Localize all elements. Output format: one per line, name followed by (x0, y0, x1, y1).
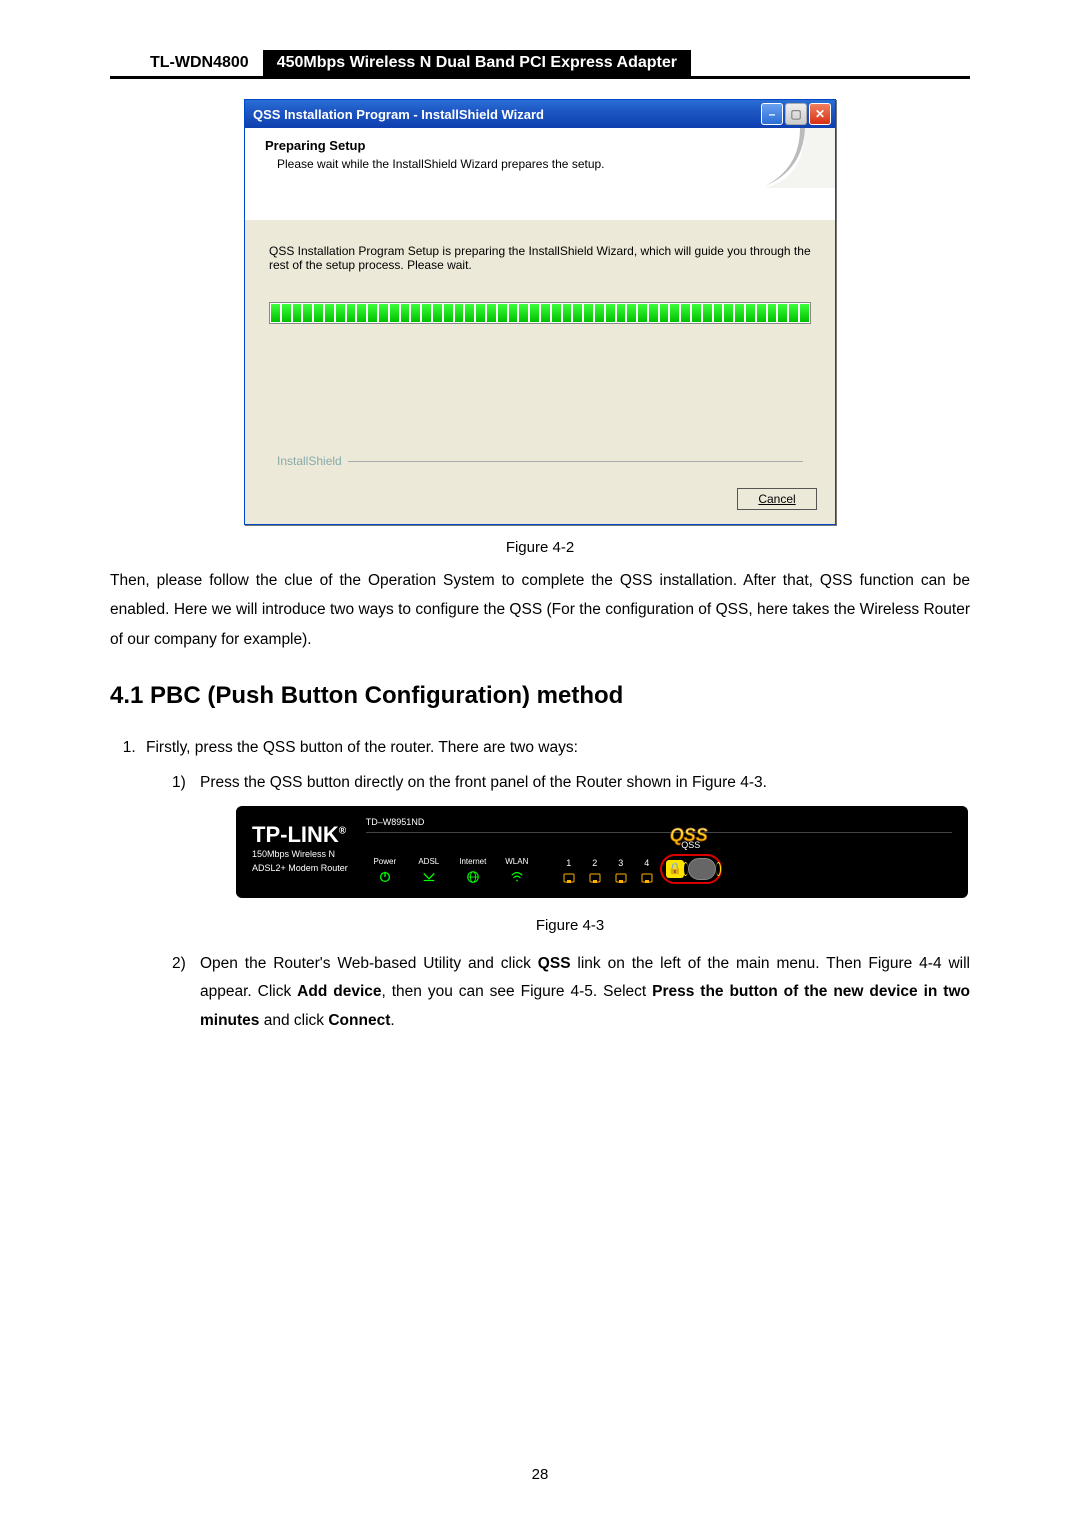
installshield-dialog: QSS Installation Program - InstallShield… (244, 99, 836, 525)
close-button[interactable]: ✕ (809, 103, 831, 125)
step-1-2: Open the Router's Web-based Utility and … (172, 950, 970, 1036)
banner-subtext: Please wait while the InstallShield Wiza… (277, 157, 825, 171)
installshield-brand: InstallShield (277, 454, 348, 468)
banner-heading: Preparing Setup (265, 138, 825, 153)
figure-4-3-caption: Figure 4-3 (170, 912, 970, 940)
step-1: Firstly, press the QSS button of the rou… (140, 734, 970, 1035)
dialog-body: QSS Installation Program Setup is prepar… (245, 220, 835, 478)
minimize-button[interactable]: – (761, 103, 783, 125)
router-model: TD–W8951ND (366, 814, 952, 834)
paragraph-intro: Then, please follow the clue of the Oper… (110, 566, 970, 654)
step-1-1: Press the QSS button directly on the fro… (172, 769, 970, 940)
dialog-titlebar: QSS Installation Program - InstallShield… (245, 100, 835, 128)
lan-1: 1 (562, 855, 576, 884)
lan-ports: 1 2 3 4 (562, 855, 654, 884)
header-model: TL-WDN4800 (110, 50, 263, 76)
cancel-button[interactable]: Cancel (737, 488, 817, 510)
reg-mark: ® (339, 826, 346, 837)
progress-bar (269, 302, 811, 324)
led-internet: Internet (454, 855, 492, 884)
brand-name: TP-LINK (252, 822, 339, 847)
lan-2: 2 (588, 855, 602, 884)
dialog-banner: Preparing Setup Please wait while the In… (245, 128, 835, 220)
led-wlan: WLAN (498, 855, 536, 884)
lan-3: 3 (614, 855, 628, 884)
doc-header: TL-WDN4800 450Mbps Wireless N Dual Band … (110, 50, 970, 79)
router-brand: TP-LINK® 150Mbps Wireless N ADSL2+ Modem… (252, 824, 348, 874)
page-number: 28 (0, 1466, 1080, 1483)
brand-sub2: ADSL2+ Modem Router (252, 864, 348, 874)
step-list: Firstly, press the QSS button of the rou… (110, 734, 970, 1035)
qss-area: QSS QSS 🔒 (660, 837, 722, 884)
header-title: 450Mbps Wireless N Dual Band PCI Express… (263, 50, 691, 76)
qss-push-button[interactable] (688, 858, 716, 880)
dialog-title: QSS Installation Program - InstallShield… (253, 107, 759, 122)
section-4-1-heading: 4.1 PBC (Push Button Configuration) meth… (110, 682, 970, 710)
page-curl-graphic (745, 128, 835, 188)
lock-icon: 🔒 (666, 860, 684, 878)
brand-sub1: 150Mbps Wireless N (252, 850, 348, 860)
divider (348, 461, 803, 462)
led-adsl: ADSL (410, 855, 448, 884)
qss-logo: QSS (670, 819, 708, 852)
maximize-button: ▢ (785, 103, 807, 125)
step-1-1-text: Press the QSS button directly on the fro… (200, 774, 767, 791)
router-front-panel: TP-LINK® 150Mbps Wireless N ADSL2+ Modem… (236, 806, 968, 898)
led-power: Power (366, 855, 404, 884)
figure-4-2-caption: Figure 4-2 (110, 539, 970, 556)
step-1-text: Firstly, press the QSS button of the rou… (146, 739, 578, 756)
qss-button-highlight: 🔒 (660, 854, 722, 884)
dialog-body-text: QSS Installation Program Setup is prepar… (269, 244, 811, 272)
lan-4: 4 (640, 855, 654, 884)
led-row: Power ADSL Internet (366, 837, 952, 884)
